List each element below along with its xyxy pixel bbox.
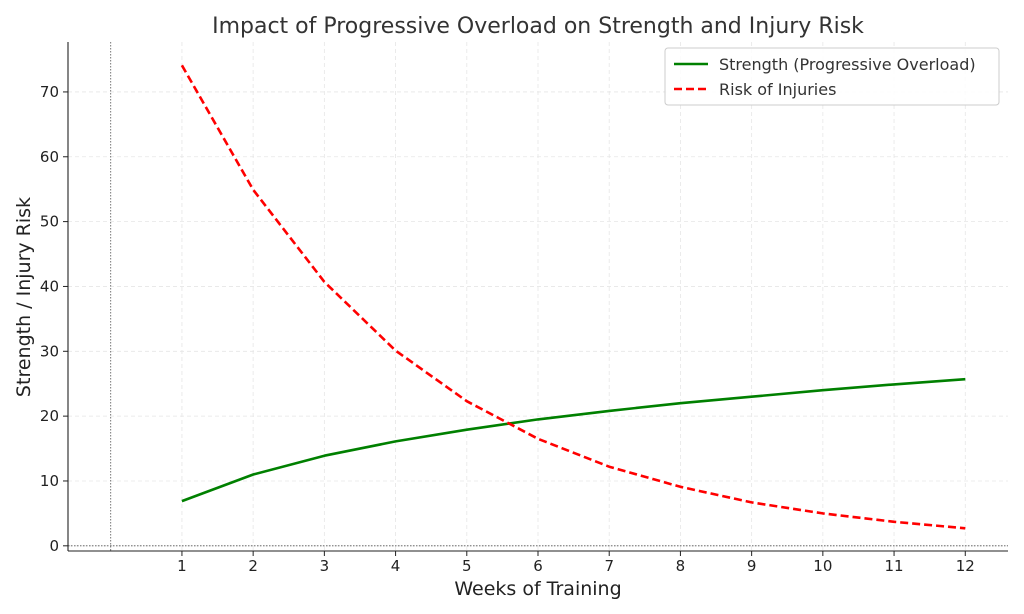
y-axis-label: Strength / Injury Risk — [13, 197, 35, 397]
y-tick-label: 50 — [40, 213, 59, 231]
x-tick-label: 12 — [956, 557, 975, 575]
y-tick-label: 60 — [40, 148, 59, 166]
strength-series-line — [181, 377, 966, 503]
x-tick-label: 8 — [676, 557, 686, 575]
x-tick-label: 7 — [604, 557, 614, 575]
y-tick-label: 70 — [40, 83, 59, 101]
x-ticks: 1 2 3 4 5 6 7 8 9 10 11 12 — [177, 551, 975, 575]
legend: Strength (Progressive Overload) Risk of … — [664, 47, 1000, 106]
y-tick-label: 20 — [40, 407, 59, 425]
injury-risk-series-line — [180, 64, 966, 530]
x-tick-label: 3 — [320, 557, 330, 575]
x-tick-label: 5 — [462, 557, 472, 575]
x-tick-label: 6 — [533, 557, 543, 575]
series-lines — [180, 64, 966, 530]
x-tick-label: 2 — [248, 557, 258, 575]
y-tick-label: 40 — [40, 277, 59, 295]
x-tick-label: 9 — [747, 557, 757, 575]
legend-box — [664, 47, 1000, 106]
x-tick-label: 1 — [177, 557, 187, 575]
x-tick-label: 11 — [885, 557, 904, 575]
x-axis-label: Weeks of Training — [454, 578, 621, 600]
y-ticks: 0 10 20 30 40 50 60 70 — [40, 83, 68, 555]
legend-label-risk: Risk of Injuries — [719, 80, 836, 99]
legend-label-strength: Strength (Progressive Overload) — [719, 55, 976, 74]
x-tick-label: 4 — [391, 557, 401, 575]
grid — [68, 42, 1008, 551]
y-tick-label: 10 — [40, 472, 59, 490]
y-tick-label: 0 — [49, 537, 59, 555]
x-tick-label: 10 — [813, 557, 832, 575]
y-tick-label: 30 — [40, 342, 59, 360]
chart-title: Impact of Progressive Overload on Streng… — [212, 14, 864, 39]
